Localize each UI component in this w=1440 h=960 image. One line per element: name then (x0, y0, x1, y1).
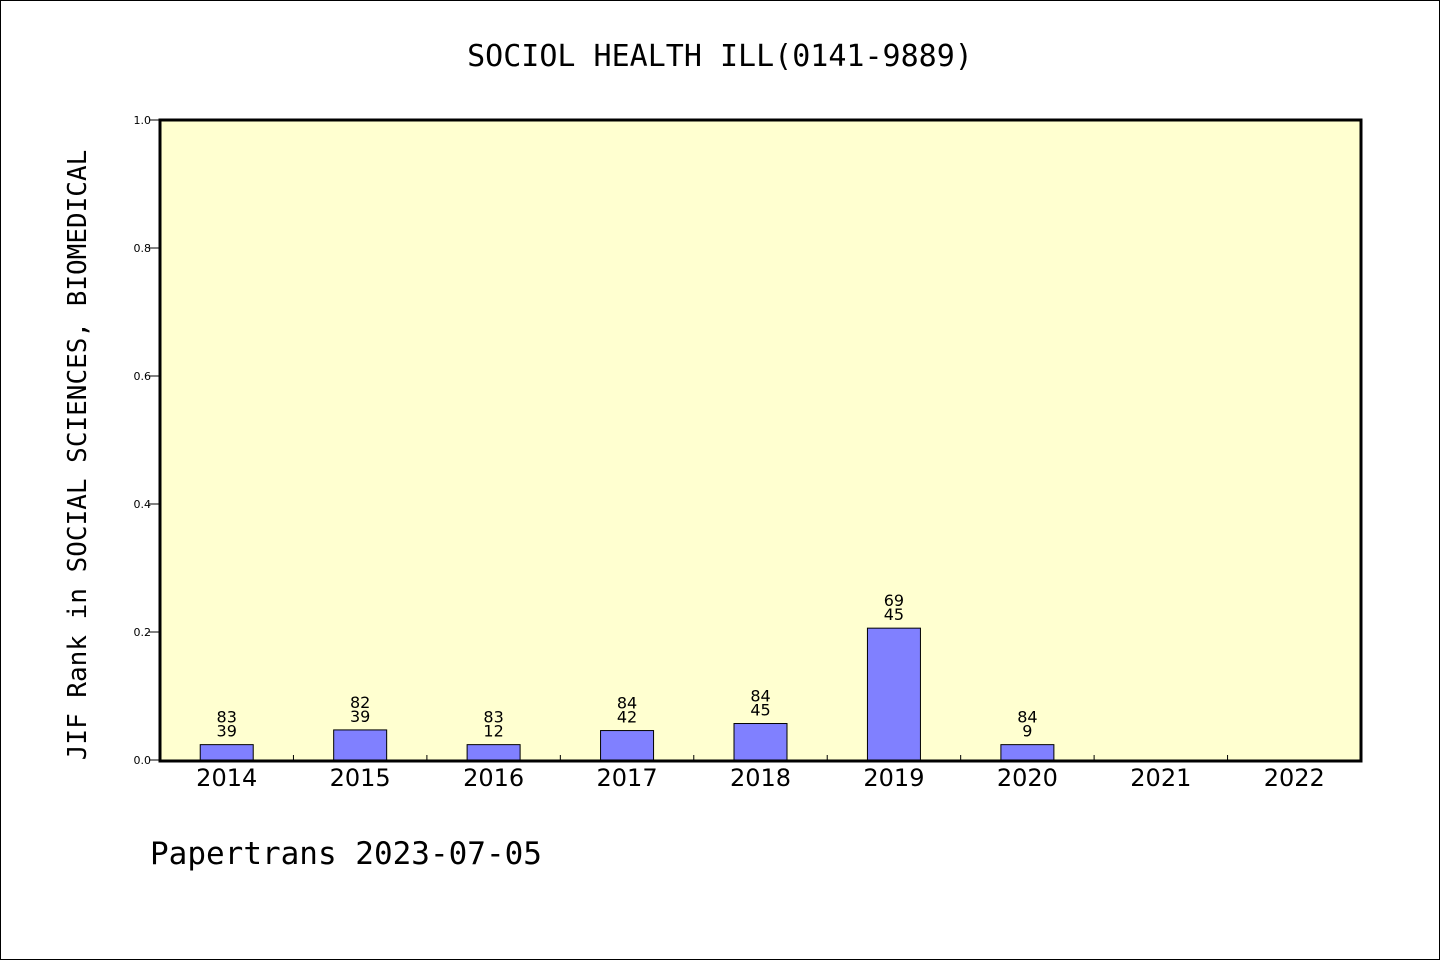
y-tick-label: 0.4 (134, 498, 152, 511)
y-tick-label: 0.0 (134, 754, 152, 767)
x-tick-label: 2020 (997, 764, 1058, 792)
bar (733, 723, 788, 761)
bar (600, 730, 655, 761)
footer-text: Papertrans 2023-07-05 (150, 836, 542, 872)
bar-label-bottom: 42 (617, 708, 637, 727)
y-axis: 0.0 0.2 0.4 0.6 0.8 1.0 (134, 114, 160, 767)
bar (866, 627, 921, 761)
x-tick-label: 2014 (196, 764, 257, 792)
x-tick-label: 2021 (1130, 764, 1191, 792)
bar-label-top: 82 (350, 693, 370, 712)
x-tick-label: 2018 (730, 764, 791, 792)
bar (466, 744, 521, 761)
bar (333, 729, 388, 761)
bar-label-bottom: 39 (217, 722, 237, 741)
y-tick-label: 0.2 (134, 626, 152, 639)
bar-label-top: 83 (217, 708, 237, 727)
bar-label-bottom: 45 (884, 605, 904, 624)
bar (1000, 744, 1055, 761)
y-tick-label: 0.6 (134, 370, 152, 383)
x-tick-label: 2015 (330, 764, 391, 792)
x-tick-label: 2016 (463, 764, 524, 792)
bar-label-bottom: 12 (483, 722, 503, 741)
bar-label-top: 84 (750, 687, 770, 706)
bar-label-bottom: 9 (1022, 722, 1032, 741)
x-tick-label: 2017 (597, 764, 658, 792)
bar-label-bottom: 39 (350, 707, 370, 726)
y-tick-label: 0.8 (134, 242, 152, 255)
x-axis: 2014 2015 2016 2017 2018 2019 2020 2021 2022 (196, 755, 1325, 792)
bar-label-top: 84 (617, 694, 637, 713)
chart-title: SOCIOL HEALTH ILL(0141-9889) (467, 39, 973, 74)
x-tick-label: 2019 (863, 764, 924, 792)
bar (199, 744, 254, 761)
x-tick-label: 2022 (1264, 764, 1325, 792)
bar-label-top: 84 (1017, 708, 1037, 727)
plot-area (158, 118, 1363, 763)
y-tick-label: 1.0 (134, 114, 152, 127)
bar-label-bottom: 45 (750, 701, 770, 720)
y-axis-label: JIF Rank in SOCIAL SCIENCES, BIOMEDICAL (63, 150, 93, 760)
bar-label-top: 69 (884, 591, 904, 610)
bar-label-top: 83 (483, 708, 503, 727)
